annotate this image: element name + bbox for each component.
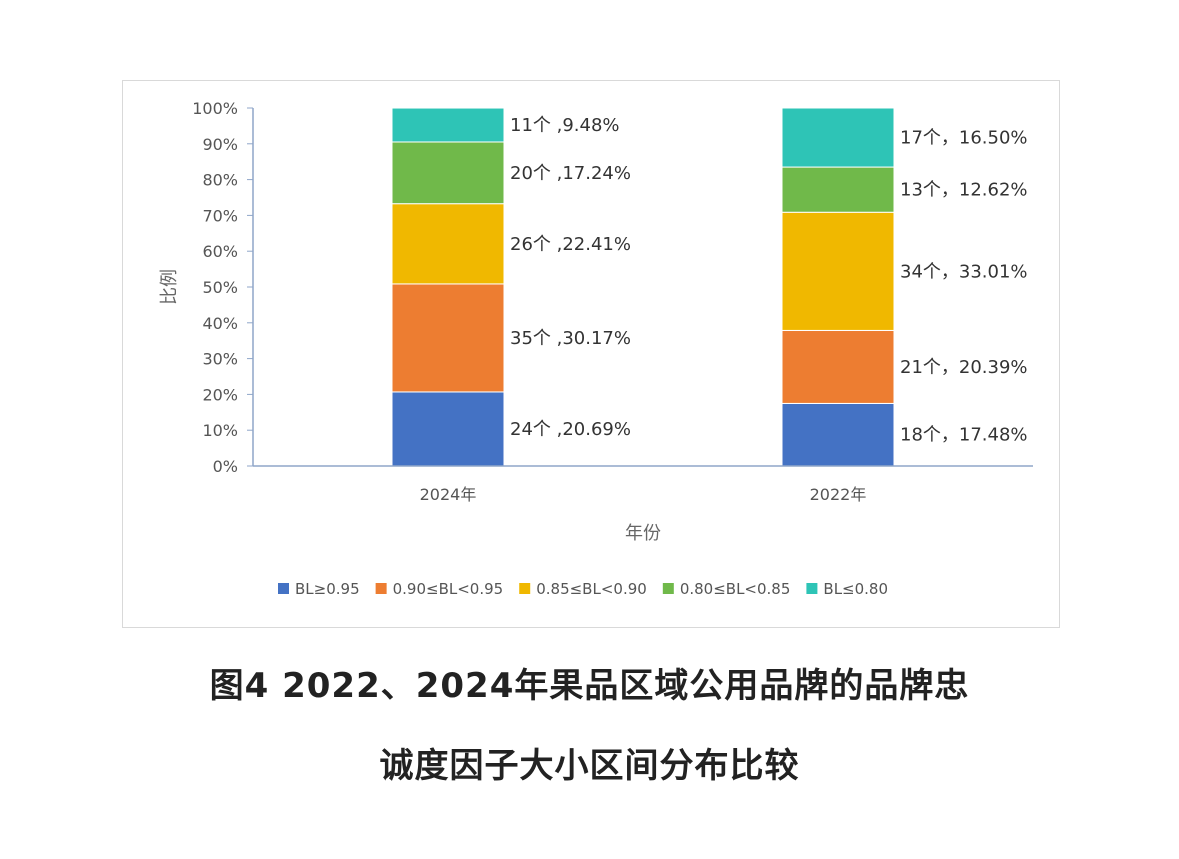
bar-segment <box>391 391 505 467</box>
legend-swatch <box>278 583 289 594</box>
x-category-label: 2024年 <box>420 485 477 504</box>
bar-segment <box>781 107 895 168</box>
y-tick-label: 50% <box>202 278 238 297</box>
legend-swatch <box>519 583 531 594</box>
y-tick-label: 80% <box>202 171 238 190</box>
bar-segment <box>781 211 895 331</box>
segment-data-label: 13个，12.62% <box>900 180 1028 201</box>
y-tick-label: 10% <box>202 421 238 440</box>
y-tick-label: 60% <box>202 242 238 261</box>
segment-data-label: 20个 ,17.24% <box>510 163 631 184</box>
y-axis-ticks: 0% 10% 20% 30% 40% 50% 60% 70% 80% 90% 100% <box>192 99 253 476</box>
segment-data-label: 17个，16.50% <box>900 128 1028 149</box>
y-axis-title: 比例 <box>159 269 180 305</box>
legend-label: 0.85≤BL<0.90 <box>536 580 647 598</box>
y-tick-label: 100% <box>192 99 238 118</box>
y-tick-label: 40% <box>202 314 238 333</box>
segment-labels: 24个 ,20.69% 35个 ,30.17% 26个 ,22.41% 20个 ,17… <box>510 115 1028 446</box>
x-axis-categories: 2024年 2022年 <box>420 485 867 504</box>
segment-data-label: 24个 ,20.69% <box>510 419 631 440</box>
legend-label: 0.80≤BL<0.85 <box>680 580 791 598</box>
bar-segment <box>391 141 505 205</box>
y-tick-label: 70% <box>202 206 238 225</box>
x-category-label: 2022年 <box>810 485 867 504</box>
y-tick-label: 0% <box>213 457 238 476</box>
bar-segment <box>391 203 505 285</box>
legend: BL≥0.95 0.90≤BL<0.95 0.85≤BL<0.90 0.80≤BL<0… <box>278 580 888 598</box>
y-tick-label: 20% <box>202 385 238 404</box>
chart-frame: 0% 10% 20% 30% 40% 50% 60% 70% 80% 90% 100% 2024年 2… <box>122 80 1060 628</box>
legend-swatch <box>806 583 818 594</box>
bar-segment <box>391 107 505 143</box>
x-axis-title: 年份 <box>625 523 661 544</box>
bar-segment <box>391 283 505 393</box>
legend-label: 0.90≤BL<0.95 <box>393 580 504 598</box>
segment-data-label: 21个，20.39% <box>900 357 1028 378</box>
figure-caption-line-1: 图4 2022、2024年果品区域公用品牌的品牌忠 <box>209 666 970 706</box>
legend-label: BL≤0.80 <box>823 580 888 598</box>
legend-swatch <box>375 583 387 594</box>
figure-caption-line-2: 诚度因子大小区间分布比较 <box>379 746 800 786</box>
y-tick-label: 90% <box>202 135 238 154</box>
segment-data-label: 26个 ,22.41% <box>510 234 631 255</box>
legend-label: BL≥0.95 <box>295 580 360 598</box>
segment-data-label: 34个，33.01% <box>900 261 1028 282</box>
segment-data-label: 11个 ,9.48% <box>510 115 620 136</box>
bar-segment <box>781 329 895 404</box>
segment-data-label: 35个 ,30.17% <box>510 328 631 349</box>
bars <box>391 107 895 467</box>
bar-segment <box>781 166 895 213</box>
segment-data-label: 18个，17.48% <box>900 425 1028 446</box>
legend-swatch <box>662 583 674 594</box>
y-tick-label: 30% <box>202 350 238 369</box>
bar-segment <box>781 402 895 467</box>
stacked-bar-chart: 0%10%20%30%40%50%60%70%80%90%100% 2024年 2… <box>159 99 1033 598</box>
